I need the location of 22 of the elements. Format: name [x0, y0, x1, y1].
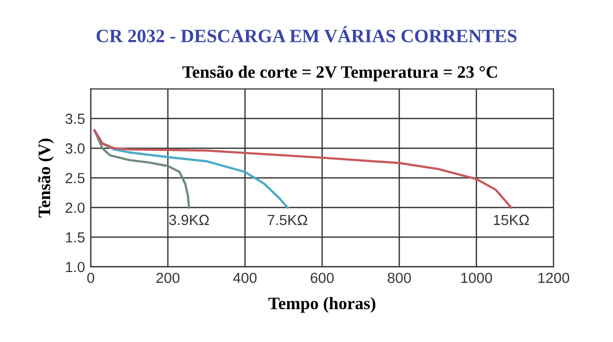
- y-tick-label: 3.0: [65, 143, 85, 154]
- x-axis-title: Tempo (horas): [268, 297, 376, 313]
- chart-title: CR 2032 - DESCARGA EM VÁRIAS CORRENTES: [96, 26, 516, 42]
- y-tick-label: 2.0: [66, 202, 85, 213]
- line-series: [93, 129, 190, 209]
- series-label: 15KΩ: [494, 214, 529, 226]
- x-tick-label: 400: [233, 272, 257, 284]
- x-tick-label: 1200: [538, 272, 570, 284]
- y-tick-label: 1.5: [66, 232, 85, 243]
- series-label: 7.5KΩ: [268, 214, 308, 226]
- x-tick-label: 1000: [461, 272, 492, 284]
- y-tick-label: 2.5: [66, 172, 85, 184]
- y-tick-label: 1.0: [66, 262, 85, 272]
- chart-subtitle: Tensão de corte = 2V Temperatura = 23 °C: [182, 66, 497, 82]
- x-tick-label: 0: [87, 272, 94, 284]
- line-series: [93, 129, 512, 209]
- series-label: 3.9KΩ: [169, 214, 209, 226]
- y-axis-title: Tensão (V): [38, 138, 54, 218]
- x-tick-label: 600: [310, 272, 334, 284]
- y-tick-label: 3.5: [65, 114, 85, 124]
- x-tick-label: 200: [156, 272, 180, 284]
- x-tick-label: 800: [388, 272, 411, 284]
